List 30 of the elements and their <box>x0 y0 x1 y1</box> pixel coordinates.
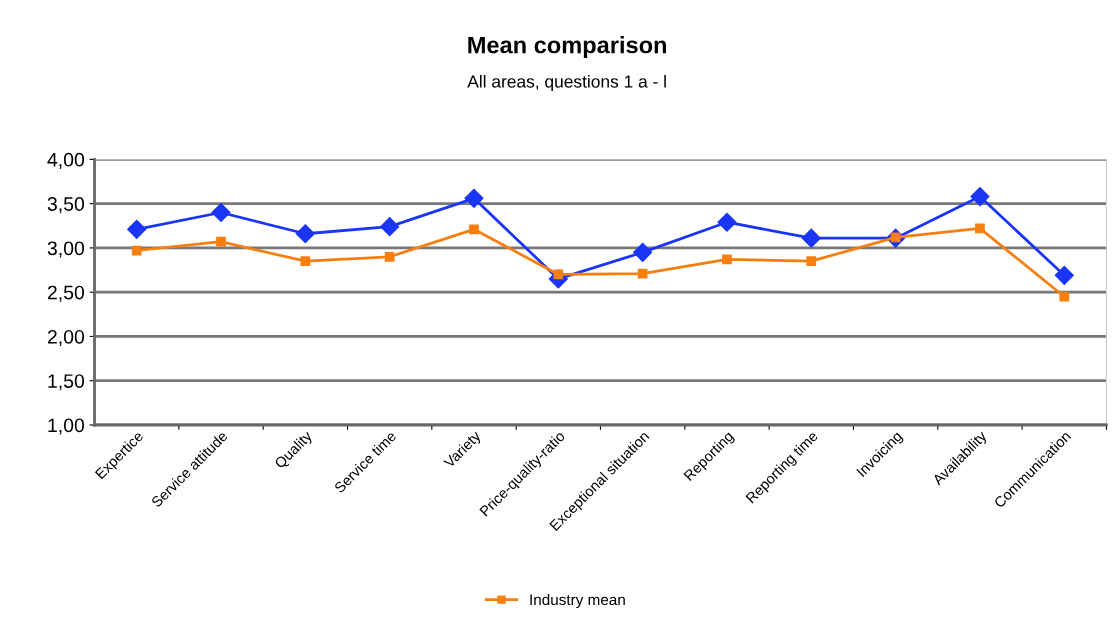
y-tick-label: 2,50 <box>47 285 85 302</box>
y-tick-label: 3,00 <box>47 241 85 258</box>
point <box>131 245 142 256</box>
point <box>300 256 311 267</box>
point <box>975 223 985 234</box>
y-tick-label: 1,50 <box>48 374 85 391</box>
y-tick-label: 1,00 <box>48 418 85 435</box>
point <box>380 217 400 237</box>
legend-label: Industry mean <box>530 593 625 609</box>
chart-title: Mean comparison <box>468 36 667 59</box>
point <box>722 254 732 265</box>
point <box>637 268 648 279</box>
point <box>469 224 479 235</box>
y-tick-label: 4,00 <box>47 152 85 169</box>
chart-subtitle: All areas, questions 1 a - l <box>467 74 666 92</box>
point <box>1054 265 1074 285</box>
point <box>717 212 737 232</box>
point <box>211 202 231 223</box>
point <box>127 219 147 239</box>
y-tick-label: 3,50 <box>47 197 85 214</box>
point <box>295 224 315 244</box>
point <box>216 236 226 247</box>
point <box>633 242 653 262</box>
point <box>806 256 817 267</box>
point <box>384 251 395 262</box>
y-tick-label: 2,00 <box>47 329 85 346</box>
point <box>1059 291 1070 302</box>
point <box>970 187 990 207</box>
point <box>464 188 484 208</box>
point <box>801 228 821 248</box>
